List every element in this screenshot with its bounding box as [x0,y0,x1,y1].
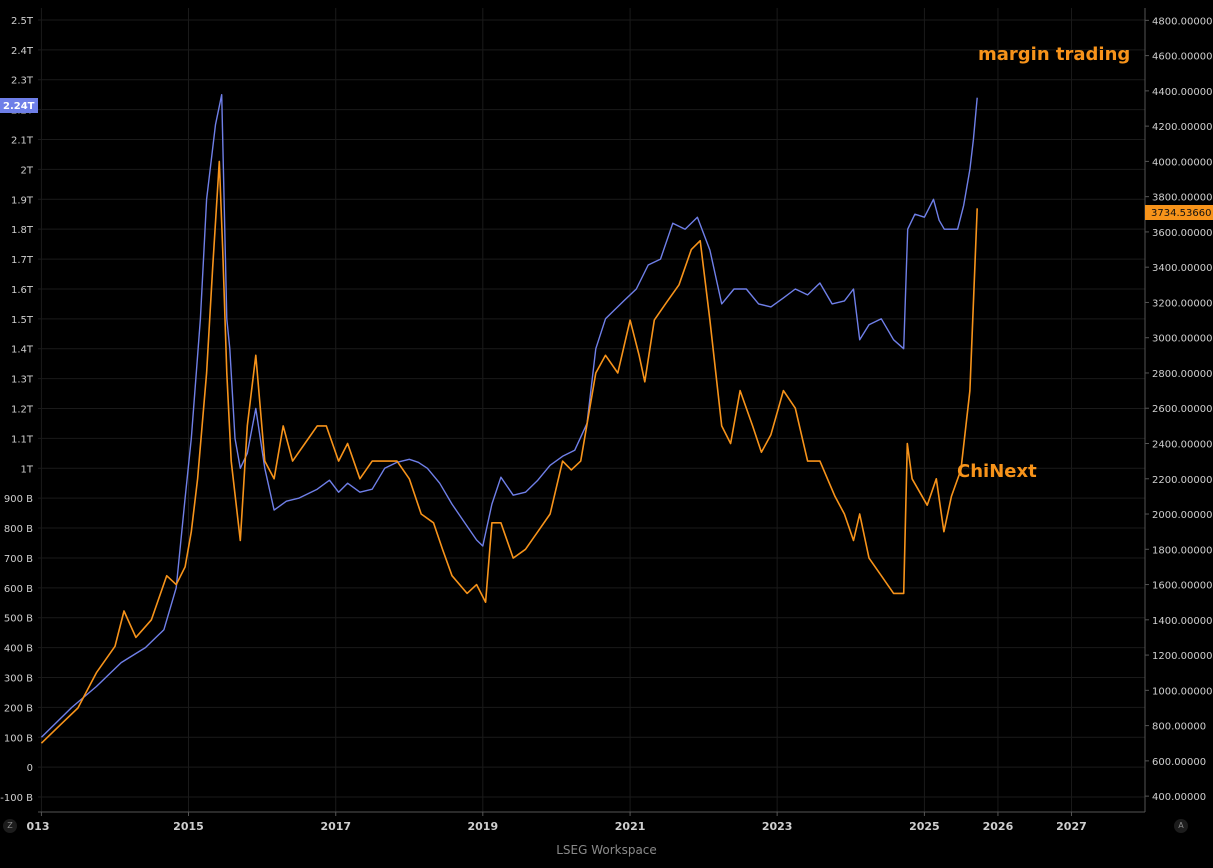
right-tick-label: 4600.00000 [1152,52,1212,63]
left-last-value-tag: 2.24T [0,98,38,113]
left-tick-label: 400 B [4,644,33,655]
x-tick-label: 2026 [983,820,1014,833]
right-tick-label: 3200.00000 [1152,298,1212,309]
right-tick-label: 2400.00000 [1152,440,1212,451]
left-tick-label: 300 B [4,674,33,685]
left-last-value-label: 2.24T [3,101,35,112]
footer-source: LSEG Workspace [556,843,657,857]
right-tick-label: 3400.00000 [1152,263,1212,274]
left-tick-label: 1.9T [11,195,34,206]
left-tick-label: 900 B [4,494,33,505]
left-tick-label: 1.7T [11,255,34,266]
left-tick-label: 500 B [4,614,33,625]
x-tick-label: 2015 [173,820,204,833]
right-tick-label: 1600.00000 [1152,581,1212,592]
x-axis: 013 2015 2017 2019 2021 2023 2025 2026 2027 [27,812,1087,833]
chart-series [40,94,978,744]
right-tick-label: 1800.00000 [1152,545,1212,556]
x-tick-label: 2025 [909,820,940,833]
left-tick-label: 2.1T [11,136,34,147]
left-tick-label: 200 B [4,703,33,714]
chart-grid [38,8,1145,812]
right-tick-label: 600.00000 [1152,757,1206,768]
x-tick-label: 013 [27,820,50,833]
left-tick-label: 800 B [4,524,33,535]
right-last-value-tag: 3734.53660 [1145,205,1213,220]
left-tick-label: 1.8T [11,225,34,236]
right-tick-label: 1000.00000 [1152,686,1212,697]
left-tick-label: 0 [27,763,33,774]
right-last-value-label: 3734.53660 [1151,208,1211,219]
left-tick-label: 1.6T [11,285,34,296]
left-tick-label: 2.5T [11,16,34,27]
left-tick-label: 1.2T [11,405,34,416]
left-tick-label: 100 B [4,733,33,744]
left-axis: -100 B 0 100 B 200 B 300 B 400 B 500 B 600 B 700… [0,16,34,804]
right-tick-label: 3600.00000 [1152,228,1212,239]
left-tick-label: -100 B [0,793,33,804]
x-tick-label: 2019 [468,820,499,833]
right-tick-label: 2800.00000 [1152,369,1212,380]
left-tick-label: 2.4T [11,46,34,57]
left-tick-label: 2T [21,165,34,176]
left-tick-label: 700 B [4,554,33,565]
right-tick-label: 800.00000 [1152,722,1206,733]
x-tick-label: 2017 [320,820,351,833]
series-line-chinext [40,160,978,744]
right-axis: 400.00000 600.00000 800.00000 1000.00000 120… [1145,16,1212,803]
x-tick-label: 2027 [1056,820,1087,833]
left-tick-label: 2.3T [11,76,34,87]
right-tick-label: 1200.00000 [1152,651,1212,662]
right-tick-label: 2000.00000 [1152,510,1212,521]
right-tick-label: 3000.00000 [1152,334,1212,345]
left-tick-label: 1.5T [11,315,34,326]
right-tick-label: 400.00000 [1152,792,1206,803]
x-tick-label: 2021 [615,820,646,833]
left-tick-label: 1.4T [11,345,34,356]
annotation-chinext: ChiNext [957,461,1037,482]
right-tick-label: 4400.00000 [1152,87,1212,98]
left-tick-label: 1.1T [11,434,34,445]
zoom-reset-left[interactable]: Z [3,819,17,833]
right-tick-label: 2200.00000 [1152,475,1212,486]
right-tick-label: 4200.00000 [1152,122,1212,133]
right-tick-label: 3800.00000 [1152,193,1212,204]
series-line-margin-trading [40,94,978,738]
right-tick-label: 1400.00000 [1152,616,1212,627]
right-tick-label: 2600.00000 [1152,404,1212,415]
right-tick-label: 4000.00000 [1152,157,1212,168]
left-tick-label: 600 B [4,584,33,595]
right-tick-label: 4800.00000 [1152,16,1212,27]
auto-scale-right[interactable]: A [1174,819,1188,833]
x-tick-label: 2023 [762,820,793,833]
left-tick-label: 1.3T [11,375,34,386]
left-tick-label: 1T [21,464,34,475]
annotation-margin-trading: margin trading [978,44,1130,65]
